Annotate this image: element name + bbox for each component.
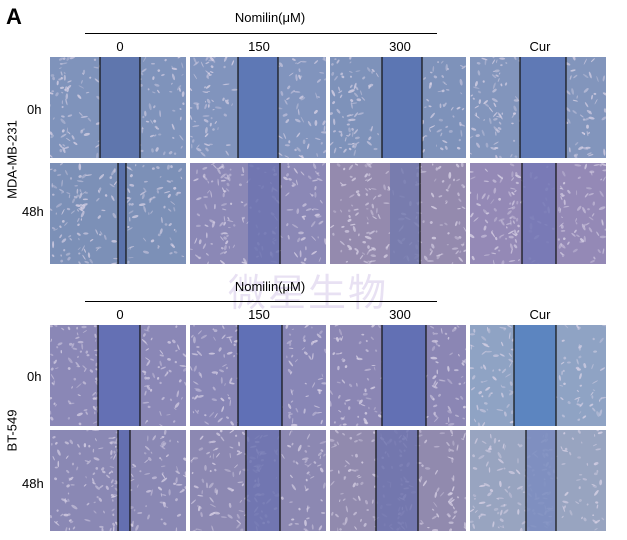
micrograph-bt-0h-300	[330, 325, 466, 426]
treatment-bracket-line	[85, 33, 437, 34]
micrograph-mda-0h-150	[190, 57, 326, 158]
row-label-0h: 0h	[27, 102, 42, 117]
treatment-label: Nomilin(μM)	[234, 10, 306, 25]
column-label-cur: Cur	[529, 39, 551, 54]
micrograph-mda-0h-300	[330, 57, 466, 158]
micrograph-bt-0h-cur	[470, 325, 606, 426]
treatment-label: Nomilin(μM)	[234, 279, 306, 294]
micrograph-bt-48h-300	[330, 430, 466, 531]
column-label-cur: Cur	[529, 307, 551, 322]
micrograph-bt-0h-0	[50, 325, 186, 426]
micrograph-bt-48h-cur	[470, 430, 606, 531]
cell-line-label: MDA-MB-231	[4, 120, 20, 199]
micrograph-mda-0h-cur	[470, 57, 606, 158]
cell-line-label: BT-549	[4, 409, 20, 452]
watermark-text: 微星生物	[228, 271, 389, 315]
row-label-0h: 0h	[27, 369, 42, 384]
micrograph-mda-48h-0	[50, 163, 186, 264]
column-label-300: 300	[389, 307, 411, 322]
micrograph-mda-48h-150	[190, 163, 326, 264]
column-label-150: 150	[248, 39, 270, 54]
micrograph-mda-48h-300	[330, 163, 466, 264]
micrograph-bt-48h-0	[50, 430, 186, 531]
column-label-150: 150	[248, 307, 270, 322]
micrograph-bt-0h-150	[190, 325, 326, 426]
micrograph-mda-48h-cur	[470, 163, 606, 264]
column-label-300: 300	[389, 39, 411, 54]
row-label-48h: 48h	[22, 476, 44, 491]
micrograph-bt-48h-150	[190, 430, 326, 531]
treatment-bracket-line	[85, 301, 437, 302]
micrograph-mda-0h-0	[50, 57, 186, 158]
row-label-48h: 48h	[22, 204, 44, 219]
panel-letter: A	[6, 4, 22, 29]
column-label-0: 0	[116, 39, 124, 54]
column-label-0: 0	[116, 307, 124, 322]
